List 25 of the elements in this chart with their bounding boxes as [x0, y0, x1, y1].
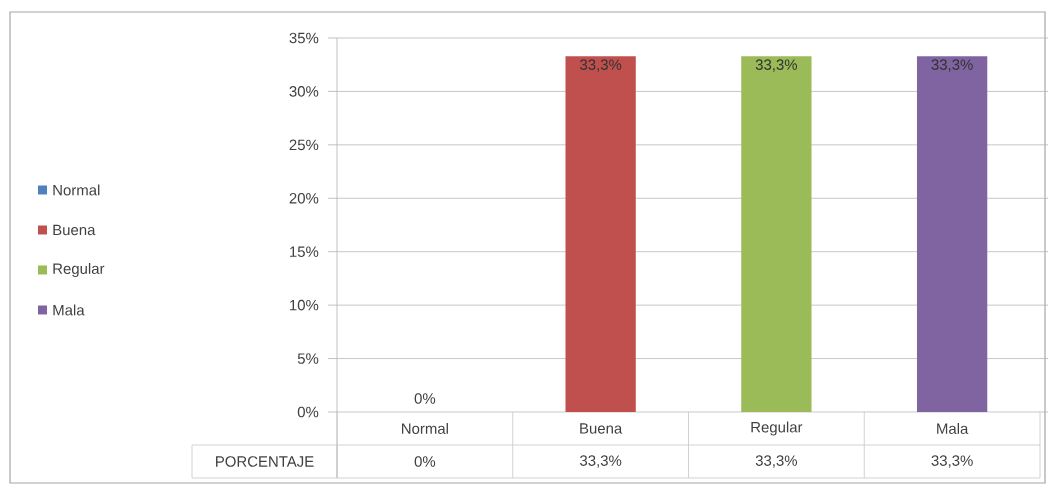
- text: 0%: [414, 393, 436, 404]
- y-tick-label: 25%: [289, 139, 319, 151]
- x-tick-label: Normal: [402, 423, 448, 434]
- y-tick-label: 35%: [289, 32, 319, 44]
- x-tick-label: Mala: [937, 423, 969, 434]
- text: 33,3%: [931, 59, 973, 72]
- data-label: 33,3%: [755, 455, 798, 468]
- x-tick-label: Buena: [580, 423, 623, 434]
- data-label: 33,3%: [580, 455, 622, 468]
- y-tick-label: 20%: [289, 192, 319, 204]
- text: 33,3%: [755, 59, 798, 72]
- y-tick-label: 15%: [290, 246, 319, 257]
- y-tick-label: 5%: [297, 353, 319, 364]
- y-tick-label: 30%: [289, 86, 319, 97]
- y-tick-label: 0%: [297, 406, 319, 418]
- category-label: Regular: [53, 263, 105, 277]
- x-tick-label: Regular: [751, 421, 803, 436]
- data-label: 33,3%: [931, 455, 973, 468]
- text: PORCENTAJE: [216, 456, 314, 467]
- category-label: Mala: [53, 304, 85, 316]
- text: 33,3%: [580, 59, 622, 72]
- category-label: Buena: [53, 224, 96, 236]
- y-tick-label: 10%: [290, 299, 319, 311]
- data-label: 0%: [414, 456, 436, 467]
- category-label: Normal: [53, 184, 100, 196]
